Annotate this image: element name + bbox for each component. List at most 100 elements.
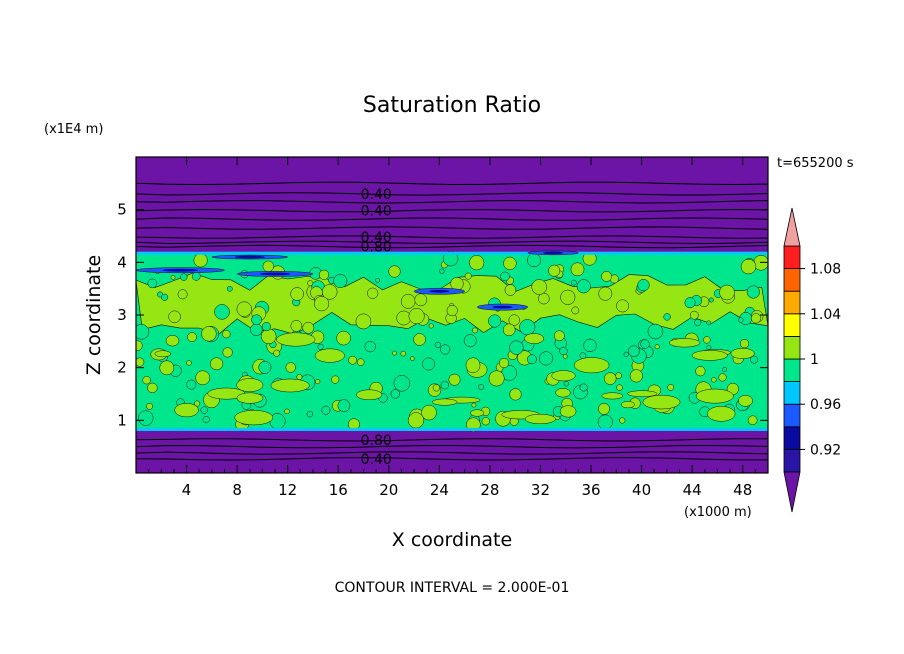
saturation-cell — [400, 350, 407, 357]
saturation-cell — [284, 408, 290, 415]
colorbar-tick-label: 1 — [810, 352, 819, 368]
supersaturated-patch — [236, 392, 264, 404]
supersaturated-patch — [627, 390, 658, 397]
saturation-cell — [408, 308, 425, 325]
saturation-cell — [598, 403, 610, 415]
colorbar-box — [783, 403, 801, 428]
saturation-cell — [527, 354, 537, 365]
x-tick-label: 20 — [379, 481, 398, 499]
saturation-cell — [471, 402, 477, 408]
saturation-cell — [193, 253, 208, 268]
contour-label: 0.40 — [361, 204, 392, 220]
saturation-cell — [348, 355, 357, 365]
saturation-cell — [446, 305, 458, 317]
supersaturated-patch — [621, 401, 635, 409]
saturation-cell — [738, 317, 744, 323]
saturation-cell — [703, 336, 711, 344]
saturation-cell — [560, 289, 576, 305]
supersaturated-patch — [738, 394, 753, 407]
saturation-cell — [570, 262, 585, 277]
supersaturated-patch — [210, 357, 224, 371]
saturation-cell — [422, 357, 436, 371]
saturation-cell — [746, 285, 760, 299]
saturation-cell — [571, 306, 580, 315]
x-tick-label: 36 — [581, 481, 600, 499]
subsaturated-core — [259, 272, 291, 276]
saturation-cell — [616, 384, 623, 391]
saturation-cell — [392, 350, 397, 356]
supersaturated-patch — [356, 389, 383, 401]
contour-label: 0.40 — [361, 230, 392, 246]
supersaturated-patch — [465, 357, 481, 374]
saturation-cell — [706, 344, 712, 350]
saturation-cell — [428, 323, 434, 329]
supersaturated-patch — [559, 405, 577, 418]
y-tick-label: 1 — [117, 411, 127, 429]
saturation-cell — [194, 400, 201, 407]
plot-area — [136, 157, 768, 473]
saturation-cell — [601, 271, 612, 282]
saturation-cell — [548, 264, 561, 277]
contour-label: 0.80 — [361, 433, 392, 449]
x-tick-label: 48 — [733, 481, 752, 499]
supersaturated-patch — [668, 338, 701, 348]
saturation-cell — [393, 375, 411, 392]
saturation-cell — [142, 376, 151, 385]
saturation-cell — [147, 278, 158, 289]
saturation-cell — [615, 372, 622, 379]
x-tick-label: 8 — [232, 481, 242, 499]
contour-lines — [136, 181, 768, 461]
subsaturated-core — [492, 305, 513, 309]
colorbar-tick-label: 1.04 — [810, 307, 841, 323]
supersaturated-patch — [730, 348, 755, 359]
layer-top-edge — [136, 251, 768, 255]
supersaturated-patch — [695, 388, 734, 404]
saturation-cell — [440, 381, 449, 390]
saturation-cell — [694, 318, 702, 327]
colorbar-box — [783, 381, 801, 405]
saturation-cell — [421, 404, 437, 421]
saturation-cell — [390, 389, 400, 399]
contour-line — [136, 217, 768, 221]
contour-line — [136, 244, 768, 249]
subsaturated-core — [543, 251, 564, 255]
supersaturated-patch — [432, 398, 458, 406]
saturation-cell — [307, 280, 314, 287]
saturation-cell — [367, 287, 379, 299]
y-tick-label: 5 — [117, 201, 127, 219]
saturation-cell — [504, 284, 517, 296]
saturation-cell — [290, 287, 304, 301]
saturation-cell — [481, 417, 490, 426]
saturation-cell — [170, 275, 176, 280]
y-tick-label: 4 — [117, 253, 127, 271]
saturation-cell — [563, 381, 569, 387]
saturation-cell — [290, 320, 303, 332]
saturation-cell — [321, 405, 331, 415]
saturation-cell — [747, 415, 758, 425]
supersaturated-patch — [691, 350, 728, 361]
saturation-cell — [261, 322, 271, 332]
chart-title: Saturation Ratio — [363, 93, 541, 118]
saturation-cell — [538, 292, 550, 305]
saturation-cell — [502, 323, 516, 337]
colorbar-box — [783, 290, 801, 315]
saturation-cell — [400, 294, 416, 309]
saturation-cell — [628, 345, 640, 357]
x-axis-label: X coordinate — [392, 529, 512, 551]
saturation-cell — [663, 313, 671, 321]
x-tick-label: 12 — [278, 481, 297, 499]
saturation-cell — [273, 349, 281, 357]
saturation-field — [136, 157, 768, 473]
supersaturated-patch — [270, 378, 310, 393]
saturation-cell — [740, 258, 757, 275]
saturation-cell — [684, 297, 696, 309]
contour-labels: 0.400.400.400.800.800.40 — [361, 187, 392, 468]
saturation-cell — [562, 353, 568, 359]
colorbar-box — [783, 358, 801, 383]
saturation-cell — [396, 310, 412, 326]
supersaturated-patch — [573, 357, 610, 374]
saturation-cell — [317, 343, 324, 350]
supersaturated-patch — [470, 409, 485, 417]
saturation-cell — [180, 273, 188, 281]
saturation-cell — [222, 329, 231, 339]
